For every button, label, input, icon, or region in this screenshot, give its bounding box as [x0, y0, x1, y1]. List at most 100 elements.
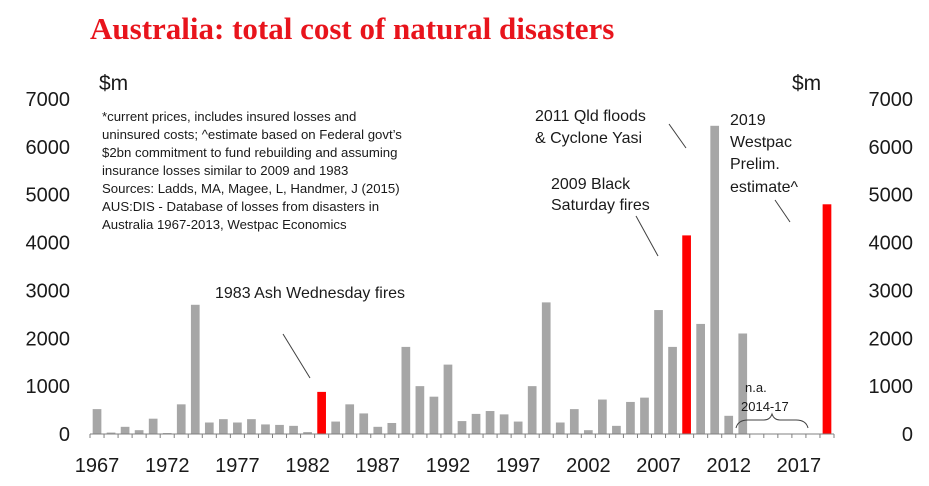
- annotation-black-saturday-line2: Saturday fires: [551, 197, 650, 214]
- note-line: AUS:DIS - Database of losses from disast…: [102, 199, 379, 214]
- bar-1984: [331, 421, 341, 434]
- annotation-qld-floods-line2: & Cyclone Yasi: [535, 130, 642, 147]
- bar-1990: [415, 386, 425, 434]
- y-tick-label-right: 4000: [869, 233, 914, 255]
- bar-1980: [275, 424, 284, 434]
- annotation-black-saturday-leader: [635, 215, 659, 257]
- bar-2013: [738, 333, 748, 434]
- bar-1982: [303, 432, 312, 434]
- annotation-qld-floods-leader: [668, 123, 687, 149]
- bar-1987: [373, 426, 383, 434]
- bar-1975: [204, 422, 214, 434]
- bar-1991: [429, 396, 439, 434]
- bar-2010: [696, 323, 705, 434]
- bar-1967: [92, 409, 102, 434]
- annotation-qld-floods-line1: 2011 Qld floods: [535, 108, 646, 125]
- x-tick-label: 1982: [285, 455, 330, 477]
- y-tick-label-left: 2000: [26, 328, 71, 350]
- bar-2005: [626, 401, 635, 434]
- bar-1979: [261, 424, 270, 434]
- y-tick-label-right: 5000: [869, 185, 914, 207]
- bar-2007: [654, 310, 663, 434]
- bar-2003: [598, 399, 607, 434]
- y-tick-label-left: 5000: [26, 185, 71, 207]
- note-line: *current prices, includes insured losses…: [102, 109, 356, 124]
- x-tick-label: 1977: [215, 455, 260, 477]
- bar-1988: [387, 422, 397, 434]
- annotation-westpac-leader: [774, 199, 791, 223]
- x-axis-labels: 1967 1972 1977 1982 1987 1992 1997 2002 2007 2012…: [75, 455, 821, 477]
- bar-1973: [176, 404, 186, 434]
- bar-1970: [134, 430, 144, 434]
- x-tick-label: 1997: [496, 455, 541, 477]
- chart-title: Australia: total cost of natural disaste…: [90, 11, 614, 46]
- x-axis-ticks: [89, 434, 835, 438]
- bar-2001: [569, 409, 579, 434]
- y-tick-label-left: 6000: [26, 137, 71, 159]
- bar-2004: [612, 425, 621, 434]
- y-tick-label-right: 0: [902, 424, 913, 446]
- annotation-westpac-line1: 2019: [730, 112, 766, 129]
- bar-1981: [289, 425, 298, 434]
- na-bracket: [735, 412, 809, 429]
- x-tick-label: 2007: [636, 455, 681, 477]
- na-label: n.a.: [745, 380, 767, 395]
- annotation-westpac-line3: Prelim.: [730, 156, 780, 173]
- bar-1986: [359, 413, 369, 434]
- y-axis-left-unit: $m: [99, 72, 128, 95]
- y-tick-label-right: 7000: [869, 89, 914, 111]
- bar-1996: [499, 414, 509, 434]
- bar-1985: [345, 404, 355, 434]
- y-tick-label-right: 1000: [869, 376, 914, 398]
- note-line: $2bn commitment to fund rebuilding and a…: [102, 145, 397, 160]
- y-axis-right-unit: $m: [792, 72, 821, 95]
- bar-1974: [190, 304, 200, 434]
- bar-2008: [668, 346, 677, 434]
- x-tick-label: 2017: [777, 455, 822, 477]
- bars: [92, 125, 832, 435]
- bar-2006: [640, 397, 649, 434]
- x-tick-label: 2002: [566, 455, 611, 477]
- bar-1983: [317, 391, 326, 434]
- bar-2011: [710, 125, 720, 435]
- source-notes: *current prices, includes insured losses…: [102, 109, 402, 232]
- annotation-black-saturday-line1: 2009 Black: [551, 176, 631, 193]
- y-tick-label-left: 4000: [26, 233, 71, 255]
- y-tick-label-right: 3000: [869, 280, 914, 302]
- note-line: Sources: Ladds, MA, Magee, L, Handmer, J…: [102, 181, 400, 196]
- x-tick-label: 1967: [75, 455, 120, 477]
- y-tick-label-right: 2000: [869, 328, 914, 350]
- x-tick-label: 1992: [426, 455, 471, 477]
- bar-1977: [233, 422, 242, 434]
- note-line: uninsured costs; ^estimate based on Fede…: [102, 127, 402, 142]
- x-tick-label: 1987: [356, 455, 401, 477]
- bar-1976: [219, 419, 228, 434]
- bar-1993: [457, 421, 467, 434]
- bar-2002: [583, 430, 593, 434]
- y-axis-left: 0 1000 2000 3000 4000 5000 6000 7000: [26, 89, 71, 446]
- x-tick-label: 1972: [145, 455, 190, 477]
- bar-1969: [120, 426, 130, 434]
- bar-1971: [148, 418, 158, 434]
- y-tick-label-left: 1000: [26, 376, 71, 398]
- y-tick-label-left: 0: [59, 424, 70, 446]
- annotation-westpac-line2: Westpac: [730, 134, 792, 151]
- bar-1992: [443, 364, 453, 434]
- bar-1968: [106, 432, 116, 434]
- annotation-westpac-line4: estimate^: [730, 179, 798, 196]
- x-tick-label: 2012: [706, 455, 751, 477]
- y-tick-label-right: 6000: [869, 137, 914, 159]
- note-line: Australia 1967-2013, Westpac Economics: [102, 217, 347, 232]
- bar-1989: [401, 346, 411, 434]
- y-tick-label-left: 7000: [26, 89, 71, 111]
- bar-2012: [724, 415, 734, 434]
- bar-2019: [822, 204, 832, 434]
- bar-1978: [247, 419, 256, 434]
- y-axis-right: 0 1000 2000 3000 4000 5000 6000 7000: [869, 89, 914, 446]
- na-range-label: 2014-17: [741, 399, 789, 414]
- bar-1998: [527, 386, 537, 434]
- annotation-ash-wednesday: 1983 Ash Wednesday fires: [215, 285, 405, 302]
- y-tick-label-left: 3000: [26, 280, 71, 302]
- bar-2009: [682, 235, 691, 434]
